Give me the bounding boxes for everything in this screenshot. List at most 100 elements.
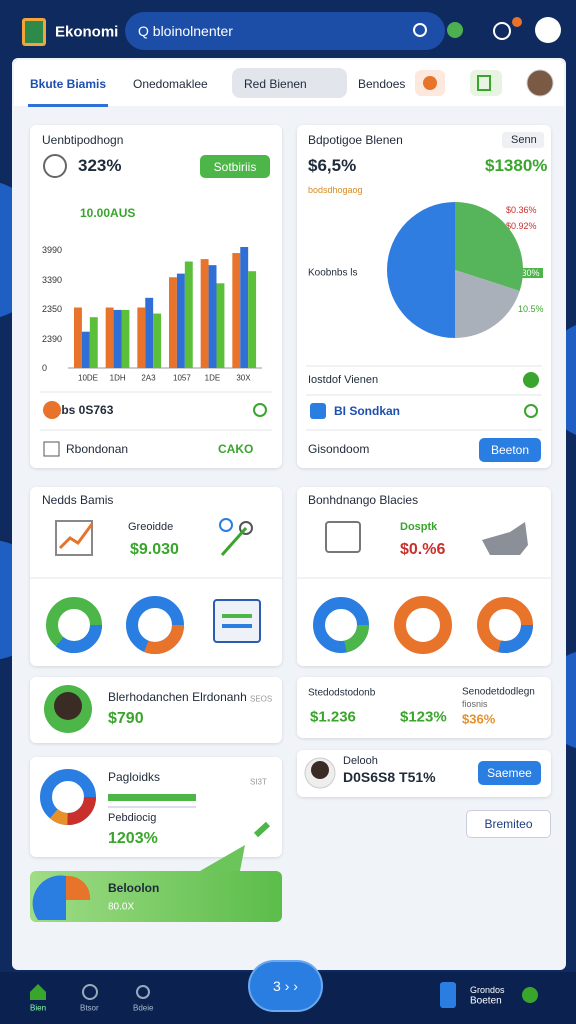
profile-name: Blerhodanchen Elrdonanh (108, 690, 247, 704)
tag: SI3T (250, 777, 267, 787)
metric: D0S6S8 T51% (343, 769, 436, 785)
bar (200, 259, 209, 368)
row-value: CAKO (218, 442, 254, 456)
card-title: Bonhdnango Blacies (308, 493, 419, 507)
label: fiosnis (462, 699, 488, 709)
balance-card (297, 487, 551, 666)
promo-title: Beloolon (108, 881, 160, 895)
bar (145, 297, 154, 368)
y-tick-label: 3390 (42, 274, 63, 285)
tab[interactable]: Bkute Biamis (30, 77, 107, 91)
row-label: Pubs 0S763 (46, 403, 114, 417)
bar (248, 271, 257, 368)
metric: $36% (462, 711, 496, 727)
chip (502, 132, 544, 148)
label: Dosptk (400, 521, 438, 533)
slice-label: 10.30% (506, 268, 543, 278)
row-label: Gisondoom (308, 442, 370, 456)
y-tick-label: 3990 (42, 245, 63, 255)
fab[interactable]: 3 › › (248, 960, 323, 1012)
x-tick-label: 1DE (204, 373, 221, 383)
x-tick-label: 1057 (173, 373, 191, 383)
nav-label[interactable]: Boeten (470, 995, 502, 1007)
bar (184, 261, 193, 368)
contact-name: Delooh (343, 755, 378, 767)
note: bodsdhogaog (308, 185, 363, 195)
brand: Ekonomi (55, 23, 119, 41)
tab[interactable]: Red Bienen (244, 77, 307, 91)
tab-pill (232, 68, 347, 98)
pie-slice (387, 202, 455, 338)
bar (153, 313, 162, 368)
y-tick-label: 2390 (42, 333, 63, 344)
tab-icons (415, 69, 554, 97)
row-label: BI Sondkan (334, 404, 401, 418)
bar (216, 283, 225, 368)
metric: $9.030 (130, 541, 179, 558)
row-label: Rbondonan (66, 442, 129, 456)
slice-label: 10.5% (518, 304, 544, 314)
contact-avatar (304, 757, 336, 789)
stats-card (297, 677, 551, 738)
bar (169, 277, 177, 368)
bar (208, 265, 217, 368)
card-title: Uenbtipodhogn (42, 133, 124, 147)
progress-decor (40, 769, 271, 838)
card-title: Pagloidks (108, 770, 161, 784)
label: Stedodstodonb (308, 687, 376, 699)
pie-label: Koobnbs ls (308, 267, 358, 279)
overview-decor (40, 154, 272, 457)
bar (240, 247, 249, 368)
bar (105, 307, 114, 368)
card-title: Bdpotigoe Blenen (308, 133, 403, 147)
bar (89, 317, 98, 368)
chip-label: Senn (511, 134, 537, 146)
chart-label: 10.00AUS (80, 206, 136, 220)
metric: $0.%6 (400, 541, 446, 558)
search-field[interactable]: Q bloinolnenter (138, 23, 233, 39)
nav-label[interactable]: Bien (30, 1003, 47, 1013)
pie-slice (455, 270, 520, 338)
action-button[interactable]: Saemee (478, 761, 541, 785)
metric: 323% (78, 156, 122, 175)
metric: $1.236 (310, 708, 356, 726)
tab[interactable]: Bendoes (358, 77, 406, 91)
x-tick-label: 2A3 (141, 373, 156, 383)
topbar-icons (22, 12, 561, 50)
nav-label[interactable]: Btsor (80, 1003, 99, 1013)
pie-slice (455, 202, 523, 292)
metric: 1203% (108, 830, 158, 847)
slice-label: $0.36% (506, 205, 537, 215)
bar (121, 309, 130, 368)
donut-icons (30, 518, 551, 654)
bar (113, 309, 122, 368)
y-tick-label: 2350 (42, 304, 63, 314)
x-tick-label: 1DH (109, 373, 126, 383)
nav-label[interactable]: Grondos (470, 985, 505, 995)
bar (232, 253, 241, 368)
label: Senodetdodlegn (462, 686, 535, 698)
tag: SEOS (250, 694, 273, 704)
metric: $1380% (485, 156, 548, 175)
nav-label[interactable]: Bdeie (133, 1003, 154, 1013)
bar (176, 273, 185, 368)
metric: $6,5% (308, 156, 357, 175)
promo-value: 80.0X (108, 901, 135, 913)
promo-decor (32, 845, 245, 920)
y-tick-label: 0 (42, 363, 48, 373)
secondary-button[interactable]: Bremiteo (466, 810, 551, 838)
bar (137, 307, 146, 368)
bar (81, 331, 90, 368)
x-tick-label: 10DE (78, 373, 99, 383)
profile-avatar (44, 685, 92, 733)
label: Pebdiocig (108, 812, 157, 824)
slice-label: $0.92% (506, 221, 537, 231)
metric: $123% (400, 708, 447, 726)
label: Greoidde (128, 521, 174, 533)
row-label: Iostdof Vienen (308, 374, 379, 386)
action-button[interactable]: Sotbiriis (200, 155, 270, 178)
action-button[interactable]: Beeton (479, 438, 541, 462)
card-title: Nedds Bamis (42, 493, 114, 507)
tab[interactable]: Onedomaklee (133, 77, 208, 91)
